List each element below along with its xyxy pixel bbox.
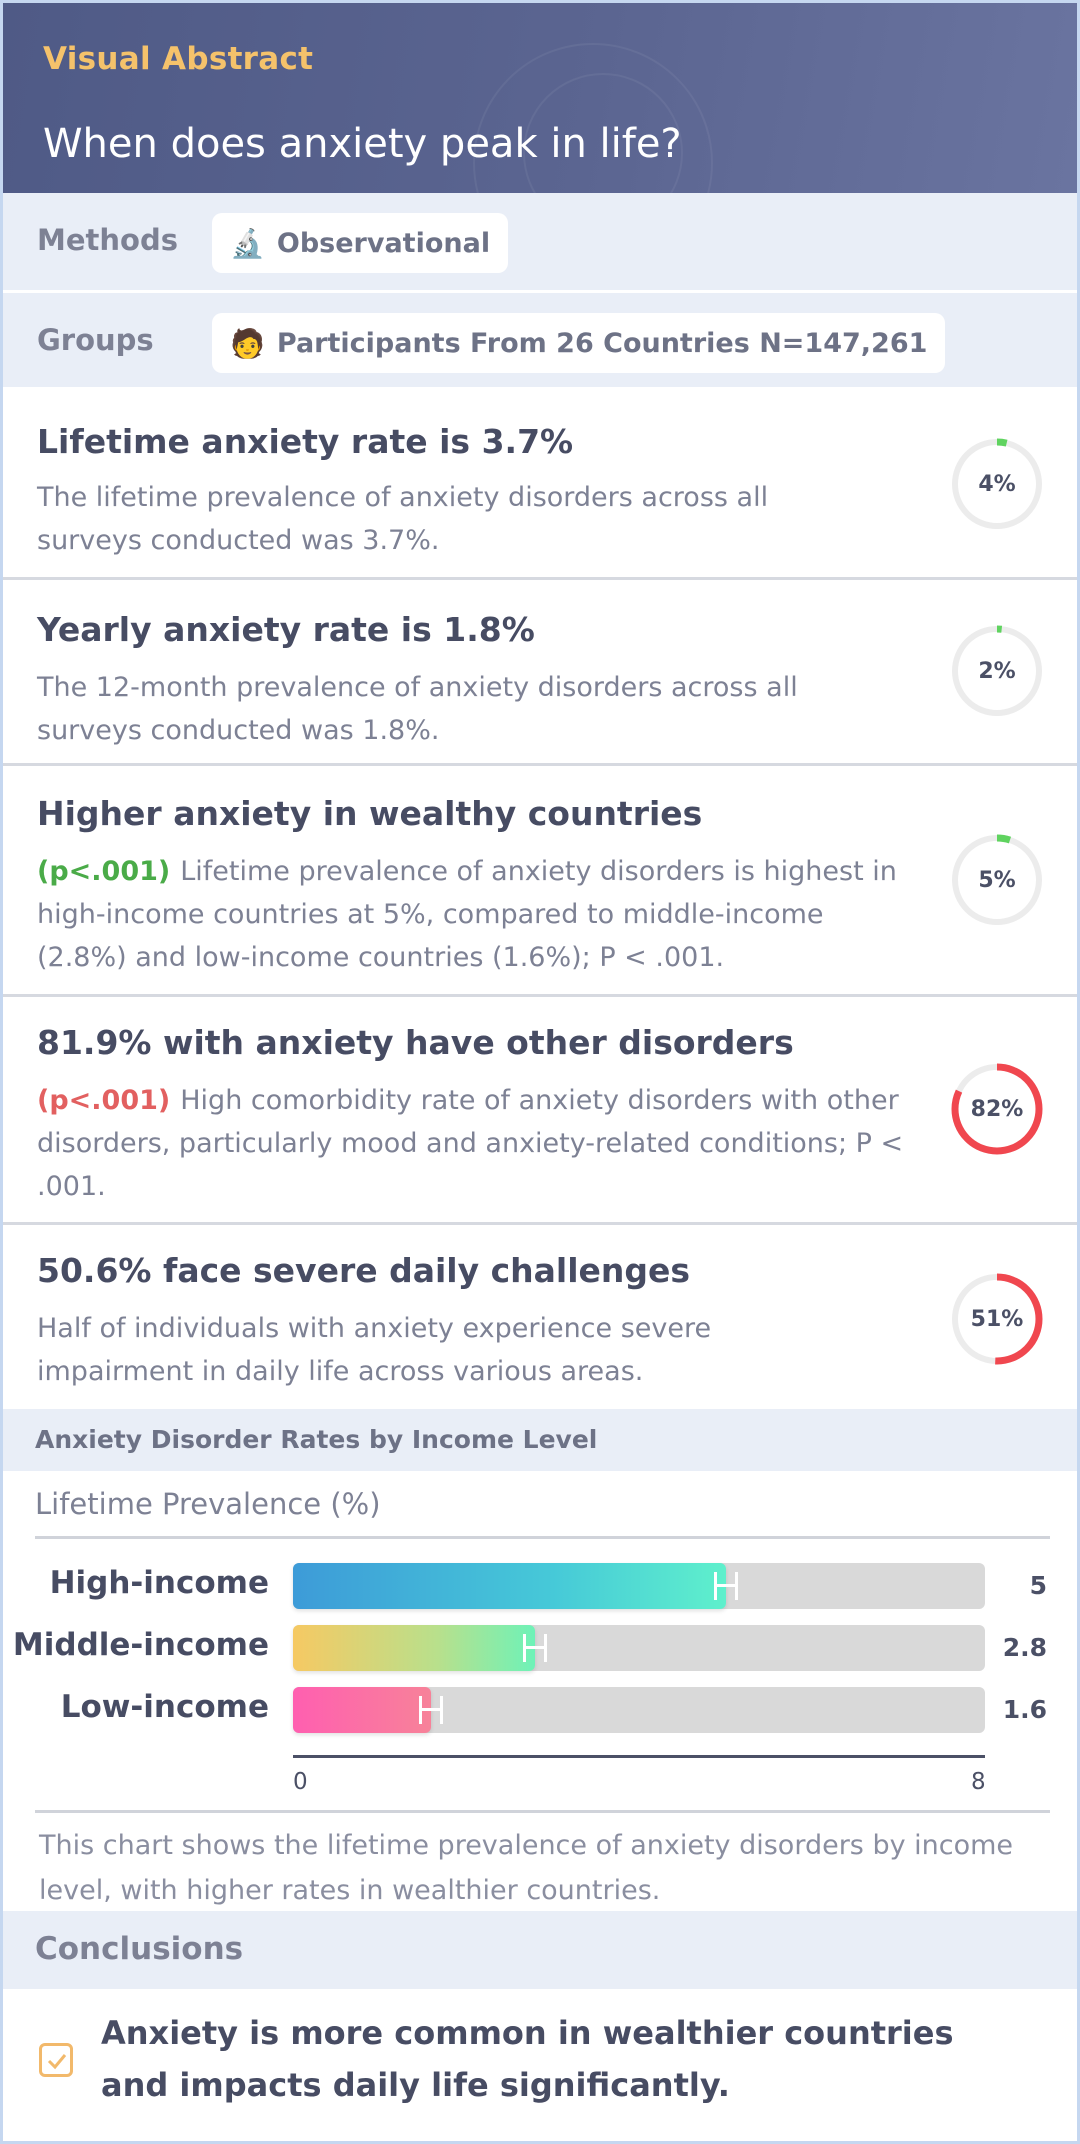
- kicker-label: Visual Abstract: [43, 41, 314, 77]
- data-label: 1.6: [1002, 1695, 1047, 1724]
- finding-card: Yearly anxiety rate is 1.8% The 12-month…: [3, 580, 1077, 766]
- chart-section-header: [3, 1409, 1077, 1471]
- finding-card: Higher anxiety in wealthy countries (p<.…: [3, 766, 1077, 997]
- error-bar: [713, 1572, 738, 1600]
- progress-ring: 51%: [949, 1271, 1045, 1367]
- error-bar: [419, 1696, 444, 1724]
- finding-description: Half of individuals with anxiety experie…: [37, 1313, 712, 1387]
- x-tick-label: 0: [293, 1769, 308, 1795]
- bar: [293, 1625, 536, 1671]
- ring-value: 4%: [978, 471, 1016, 497]
- finding-text: Half of individuals with anxiety experie…: [37, 1307, 857, 1393]
- finding-description: The lifetime prevalence of anxiety disor…: [37, 482, 769, 556]
- finding-card: 50.6% face severe daily challenges Half …: [3, 1225, 1077, 1409]
- methods-value: Observational: [276, 227, 491, 259]
- ring-graphic: [951, 834, 1043, 926]
- methods-row: Methods 🔬 Observational: [3, 193, 1077, 293]
- conclusions-label: Conclusions: [35, 1931, 244, 1967]
- category-label: High-income: [49, 1565, 269, 1601]
- ring-value: 2%: [978, 658, 1016, 684]
- ring-graphic: [951, 625, 1043, 717]
- ring-fill: [951, 1063, 1043, 1155]
- finding-text: (p<.001) High comorbidity rate of anxiety…: [37, 1079, 917, 1208]
- progress-ring: 5%: [949, 832, 1045, 928]
- finding-title: Higher anxiety in wealthy countries: [37, 794, 703, 833]
- ring-value: 5%: [978, 867, 1016, 893]
- x-axis: [293, 1755, 985, 1758]
- error-bar: [523, 1634, 548, 1662]
- person-icon: 🧑: [230, 326, 265, 360]
- category-label: Middle-income: [12, 1627, 269, 1663]
- chart-section-heading: Anxiety Disorder Rates by Income Level: [35, 1425, 598, 1454]
- category-label: Low-income: [60, 1689, 269, 1725]
- methods-pill: 🔬 Observational: [212, 213, 509, 273]
- ring-value: 82%: [970, 1096, 1024, 1122]
- divider: [35, 1536, 1050, 1539]
- finding-text: The 12-month prevalence of anxiety disor…: [37, 666, 857, 752]
- p-value: (p<.001): [37, 856, 171, 887]
- progress-ring: 82%: [949, 1061, 1045, 1157]
- finding-title: 50.6% face severe daily challenges: [37, 1251, 691, 1290]
- checkbox-icon: [39, 2043, 73, 2077]
- finding-card: 81.9% with anxiety have other disorders …: [3, 997, 1077, 1225]
- p-value: (p<.001): [37, 1085, 171, 1116]
- finding-title: 81.9% with anxiety have other disorders: [37, 1023, 794, 1062]
- finding-text: The lifetime prevalence of anxiety disor…: [37, 476, 857, 562]
- ring-fill: [951, 625, 1043, 717]
- finding-description: Lifetime prevalence of anxiety disorders…: [37, 856, 897, 973]
- header: Visual Abstract When does anxiety peak i…: [3, 3, 1077, 193]
- finding-description: High comorbidity rate of anxiety disorde…: [37, 1085, 904, 1202]
- groups-label: Groups: [37, 323, 154, 357]
- data-label: 5: [1029, 1571, 1047, 1600]
- x-tick-label: 8: [971, 1769, 986, 1795]
- chart-caption: This chart shows the lifetime prevalence…: [39, 1830, 1014, 1906]
- finding-title: Yearly anxiety rate is 1.8%: [37, 610, 535, 649]
- ring-graphic: [951, 1063, 1043, 1155]
- conclusion-text: Anxiety is more common in wealthier coun…: [101, 2014, 954, 2104]
- groups-row: Groups 🧑 Participants From 26 Countries …: [3, 293, 1077, 390]
- methods-label: Methods: [37, 223, 178, 257]
- ring-value: 51%: [970, 1306, 1024, 1332]
- data-label: 2.8: [1002, 1633, 1047, 1662]
- ring-graphic: [951, 1273, 1043, 1365]
- conclusions-header: [3, 1911, 1077, 1989]
- page-title: When does anxiety peak in life?: [43, 121, 682, 167]
- ring-fill: [951, 834, 1043, 926]
- ring-graphic: [951, 438, 1043, 530]
- finding-card: Lifetime anxiety rate is 3.7% The lifeti…: [3, 390, 1077, 580]
- bar: [293, 1563, 726, 1609]
- bar: [293, 1687, 432, 1733]
- progress-ring: 2%: [949, 623, 1045, 719]
- ring-fill: [951, 1273, 1043, 1365]
- groups-pill: 🧑 Participants From 26 Countries N=147,2…: [212, 313, 946, 373]
- microscope-icon: 🔬: [230, 226, 265, 260]
- divider: [35, 1810, 1050, 1813]
- finding-text: (p<.001) Lifetime prevalence of anxiety d…: [37, 850, 917, 979]
- finding-title: Lifetime anxiety rate is 3.7%: [37, 422, 574, 461]
- groups-value: Participants From 26 Countries N=147,261: [276, 327, 928, 359]
- finding-description: The 12-month prevalence of anxiety disor…: [37, 672, 798, 746]
- chart-title: Lifetime Prevalence (%): [35, 1487, 381, 1521]
- progress-ring: 4%: [949, 436, 1045, 532]
- ring-fill: [951, 438, 1043, 530]
